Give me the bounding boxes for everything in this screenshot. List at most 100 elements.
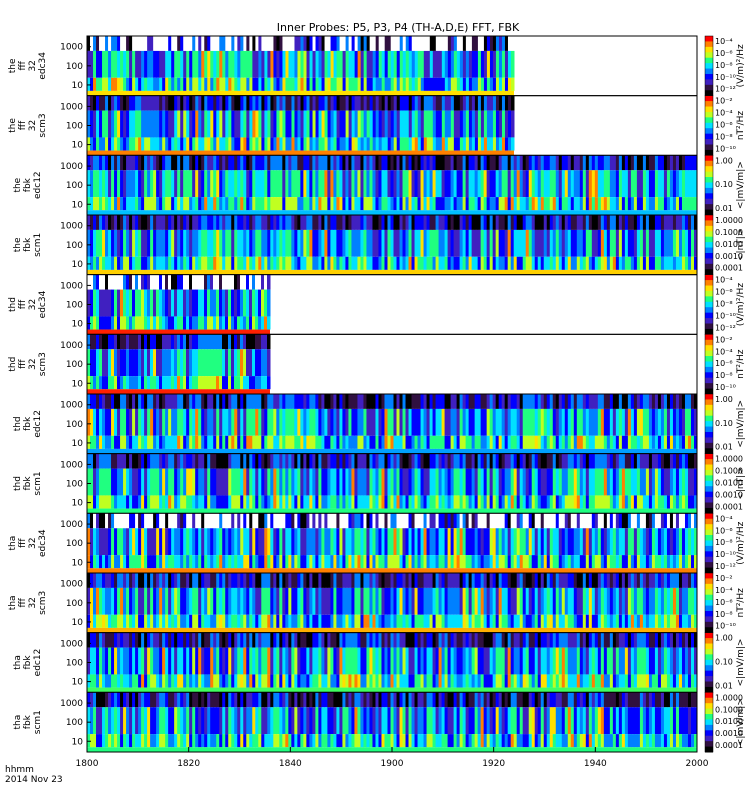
cell	[672, 229, 677, 257]
cell	[114, 170, 118, 198]
cell	[243, 155, 247, 171]
cell	[462, 555, 467, 569]
cell	[207, 77, 211, 91]
bottom-band	[87, 150, 514, 156]
cell	[324, 408, 328, 436]
cell	[294, 394, 298, 409]
cell	[666, 408, 671, 436]
cell	[267, 573, 271, 588]
cell	[507, 36, 512, 51]
cell	[462, 468, 467, 496]
cell	[666, 555, 671, 569]
cell	[93, 408, 97, 436]
cell	[459, 36, 464, 51]
cell	[390, 77, 395, 91]
cell	[174, 110, 178, 138]
cell	[288, 155, 292, 171]
cell	[501, 256, 506, 270]
cell	[372, 453, 376, 469]
cell	[183, 316, 187, 330]
cell	[297, 573, 301, 588]
cell	[669, 155, 674, 171]
cell	[420, 394, 425, 409]
cell	[402, 573, 407, 588]
cell	[132, 495, 136, 509]
cell	[591, 215, 596, 230]
cell	[471, 528, 476, 556]
cell	[630, 435, 635, 449]
bottom-band	[87, 568, 697, 573]
cell	[558, 155, 563, 171]
cell	[222, 229, 226, 257]
cell	[477, 229, 482, 257]
cell	[243, 528, 247, 556]
cell	[639, 513, 644, 529]
cell	[405, 110, 410, 138]
cell	[255, 289, 259, 317]
cell	[219, 256, 223, 270]
cell	[213, 555, 217, 569]
cell	[408, 50, 413, 78]
cell	[681, 170, 686, 198]
cell	[402, 513, 407, 529]
cell	[546, 155, 551, 171]
cell	[399, 215, 404, 230]
cell	[219, 155, 223, 171]
cell	[336, 155, 340, 171]
cell	[252, 349, 256, 377]
cell	[384, 495, 388, 509]
cell	[219, 197, 223, 211]
cell	[141, 334, 145, 350]
cell	[309, 587, 313, 615]
cell	[222, 614, 226, 628]
cell	[126, 36, 130, 51]
cell	[204, 197, 208, 211]
cell	[198, 573, 202, 588]
cell	[633, 197, 638, 211]
cell	[237, 614, 241, 628]
cell	[129, 77, 133, 91]
cell	[102, 197, 106, 211]
colorbar-step	[705, 46, 713, 51]
cell	[447, 170, 452, 198]
cell	[555, 155, 560, 171]
cell	[324, 197, 328, 211]
cell	[408, 555, 413, 569]
cell	[693, 256, 698, 270]
cell	[120, 137, 124, 151]
cell	[219, 349, 223, 377]
cell	[96, 197, 100, 211]
cell	[117, 495, 121, 509]
cell	[381, 77, 386, 91]
cell	[105, 110, 109, 138]
cell	[486, 555, 491, 569]
cell	[609, 215, 614, 230]
cell	[240, 197, 244, 211]
cell	[105, 495, 109, 509]
cell	[684, 453, 689, 469]
cell	[345, 110, 350, 138]
cell	[444, 50, 449, 78]
colorbar-step	[705, 567, 713, 571]
cell	[225, 435, 229, 449]
cell	[495, 528, 500, 556]
cell	[231, 170, 235, 198]
cell	[681, 453, 686, 469]
cell	[648, 528, 653, 556]
cell	[513, 528, 518, 556]
cell	[258, 316, 262, 330]
cell	[114, 495, 118, 509]
cell	[165, 36, 169, 51]
cell	[375, 110, 380, 138]
cell	[261, 349, 265, 377]
cell	[522, 229, 527, 257]
cell	[321, 513, 325, 529]
colorbar-label: 10⁻⁸	[715, 61, 733, 70]
cell	[219, 453, 223, 469]
cell	[366, 573, 370, 588]
cell	[420, 137, 425, 151]
cell	[117, 453, 121, 469]
cell	[642, 555, 647, 569]
cell	[174, 334, 178, 350]
colorbar-step	[705, 556, 713, 560]
